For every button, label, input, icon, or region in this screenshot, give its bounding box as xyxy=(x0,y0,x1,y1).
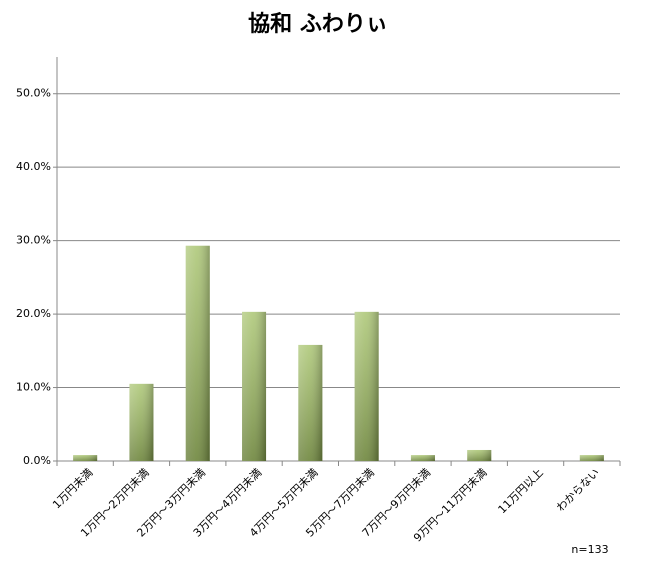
bar-shade xyxy=(185,245,210,461)
y-tick-label: 20.0% xyxy=(16,307,51,320)
bar-shade xyxy=(298,344,323,461)
x-tick-label: わからない xyxy=(554,466,602,514)
chart-title: 協和 ふわりぃ xyxy=(248,11,388,37)
bar-shade xyxy=(579,455,604,461)
annotation: n=133 xyxy=(571,543,608,556)
y-tick-label: 0.0% xyxy=(23,454,51,467)
bar-shade xyxy=(467,449,492,461)
y-tick-label: 50.0% xyxy=(16,87,51,100)
bar-shade xyxy=(129,383,154,461)
y-tick-label: 10.0% xyxy=(16,381,51,394)
bar-shade xyxy=(410,455,435,461)
bar-shade xyxy=(73,455,98,461)
y-tick-label: 30.0% xyxy=(16,234,51,247)
bar-shade xyxy=(242,311,267,461)
x-tick-label: 11万円以上 xyxy=(496,466,546,516)
y-tick-label: 40.0% xyxy=(16,160,51,173)
x-tick-label: 1万円未満 xyxy=(50,466,95,511)
bar-shade xyxy=(354,311,379,461)
